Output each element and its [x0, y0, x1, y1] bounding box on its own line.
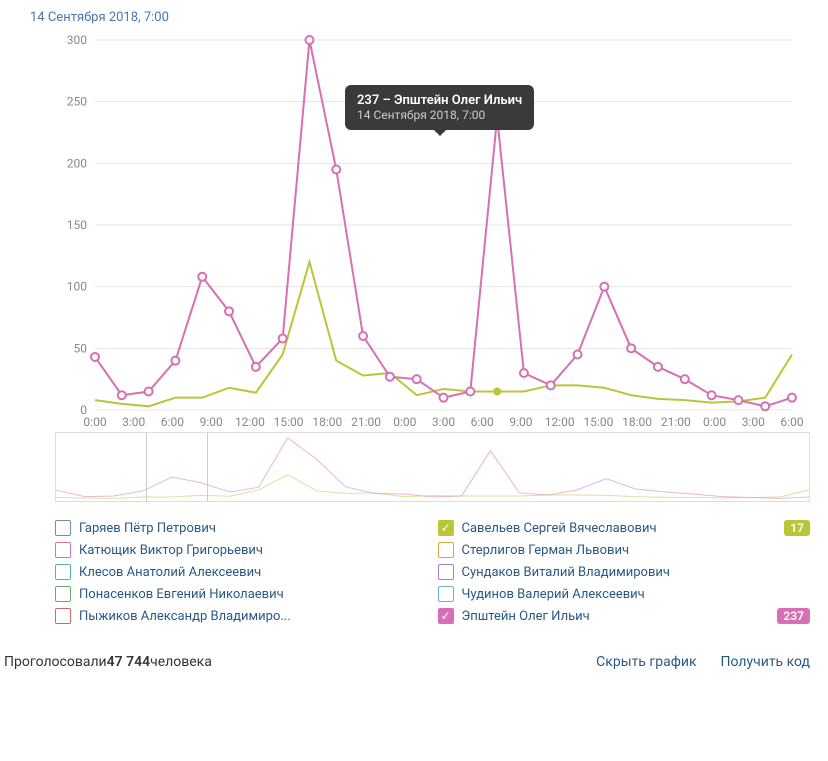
legend-item[interactable]: Стерлигов Герман Львович [438, 542, 811, 558]
brush-handle-right[interactable] [207, 433, 208, 501]
legend-badge: 17 [784, 520, 810, 536]
svg-text:21:00: 21:00 [661, 415, 691, 429]
svg-text:0:00: 0:00 [703, 415, 726, 429]
footer: Проголосовали 47 744 человека Скрыть гра… [0, 636, 828, 688]
legend-checkbox[interactable] [438, 542, 454, 558]
svg-text:150: 150 [67, 218, 87, 232]
svg-text:300: 300 [67, 33, 87, 47]
legend-label: Клесов Анатолий Алексеевич [79, 565, 261, 580]
svg-text:3:00: 3:00 [122, 415, 145, 429]
legend-checkbox[interactable] [438, 586, 454, 602]
svg-text:9:00: 9:00 [509, 415, 532, 429]
legend-item[interactable]: Савельев Сергей Вячеславович 17 [438, 520, 811, 536]
legend-checkbox[interactable] [438, 564, 454, 580]
line-chart: 0501001502002503000:003:006:009:0012:001… [40, 30, 810, 430]
legend-label: Катющик Виктор Григорьевич [79, 543, 263, 558]
svg-text:100: 100 [67, 280, 87, 294]
svg-text:15:00: 15:00 [274, 415, 304, 429]
svg-text:200: 200 [67, 156, 87, 170]
legend-label: Чудинов Валерий Алексеевич [462, 587, 645, 602]
brush-handle-left[interactable] [146, 433, 147, 501]
svg-text:6:00: 6:00 [780, 415, 803, 429]
get-code-link[interactable]: Получить код [721, 654, 810, 670]
legend-label: Сундаков Виталий Владимирович [462, 565, 670, 580]
legend-item[interactable]: Сундаков Виталий Владимирович [438, 564, 811, 580]
vote-suffix: человека [150, 654, 212, 670]
svg-text:0:00: 0:00 [393, 415, 416, 429]
date-label: 14 Сентября 2018, 7:00 [0, 0, 828, 30]
svg-text:12:00: 12:00 [545, 415, 575, 429]
legend-item[interactable]: Клесов Анатолий Алексеевич [55, 564, 428, 580]
svg-text:15:00: 15:00 [583, 415, 613, 429]
legend-item[interactable]: Гаряев Пётр Петрович [55, 520, 428, 536]
svg-text:6:00: 6:00 [471, 415, 494, 429]
svg-text:9:00: 9:00 [200, 415, 223, 429]
svg-text:18:00: 18:00 [622, 415, 652, 429]
legend-badge: 237 [777, 608, 810, 624]
legend-item[interactable]: Пыжиков Александр Владимиро... [55, 608, 428, 624]
svg-text:18:00: 18:00 [312, 415, 342, 429]
vote-count: 47 744 [107, 654, 150, 670]
legend-checkbox[interactable] [438, 608, 454, 624]
legend-item[interactable]: Катющик Виктор Григорьевич [55, 542, 428, 558]
legend-item[interactable]: Эпштейн Олег Ильич 237 [438, 608, 811, 624]
chart-container: 0501001502002503000:003:006:009:0012:001… [0, 30, 828, 430]
legend-label: Стерлигов Герман Львович [462, 543, 630, 558]
brush-strip[interactable] [55, 432, 810, 502]
svg-text:50: 50 [74, 341, 88, 355]
svg-text:3:00: 3:00 [742, 415, 765, 429]
svg-text:250: 250 [67, 95, 87, 109]
legend-label: Понасенков Евгений Николаевич [79, 587, 284, 602]
legend-checkbox[interactable] [438, 520, 454, 536]
svg-text:21:00: 21:00 [351, 415, 381, 429]
legend-checkbox[interactable] [55, 542, 71, 558]
hide-chart-link[interactable]: Скрыть график [596, 654, 696, 670]
legend-checkbox[interactable] [55, 564, 71, 580]
legend-label: Гаряев Пётр Петрович [79, 521, 216, 536]
legend-label: Савельев Сергей Вячеславович [462, 521, 657, 536]
legend-label: Эпштейн Олег Ильич [462, 609, 590, 624]
svg-text:0:00: 0:00 [83, 415, 106, 429]
legend-checkbox[interactable] [55, 608, 71, 624]
footer-links: Скрыть график Получить код [596, 654, 810, 670]
vote-prefix: Проголосовали [4, 654, 107, 670]
svg-text:3:00: 3:00 [432, 415, 455, 429]
svg-text:12:00: 12:00 [235, 415, 265, 429]
legend-item[interactable]: Понасенков Евгений Николаевич [55, 586, 428, 602]
legend-item[interactable]: Чудинов Валерий Алексеевич [438, 586, 811, 602]
legend-label: Пыжиков Александр Владимиро... [79, 609, 291, 624]
brush-chart [56, 433, 809, 501]
svg-text:6:00: 6:00 [161, 415, 184, 429]
legend-checkbox[interactable] [55, 520, 71, 536]
legend: Гаряев Пётр Петрович Савельев Сергей Вяче… [0, 512, 828, 636]
legend-checkbox[interactable] [55, 586, 71, 602]
